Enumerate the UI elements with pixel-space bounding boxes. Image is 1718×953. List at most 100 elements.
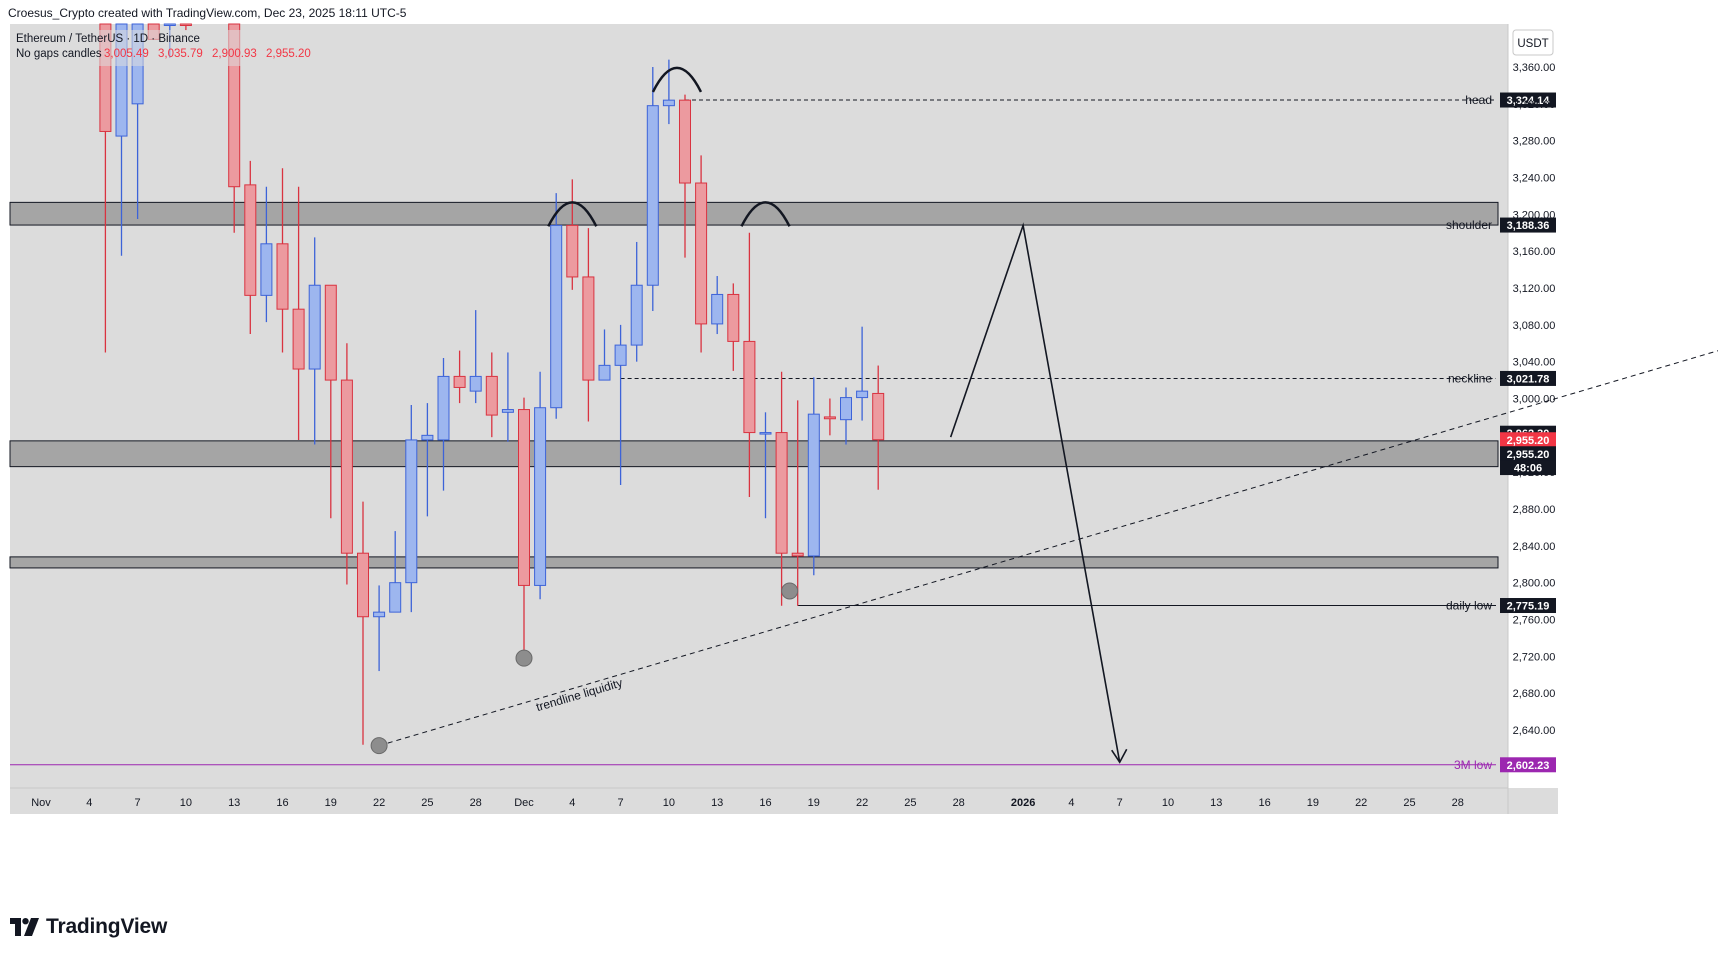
y-tick-label: 2,720.00 xyxy=(1513,651,1556,663)
y-tick-label: 3,320.00 xyxy=(1513,99,1556,111)
y-tick-label: 3,240.00 xyxy=(1513,173,1556,185)
pattern-arc xyxy=(740,201,791,227)
x-tick-label: 28 xyxy=(953,797,965,809)
tradingview-logo-text: TradingView xyxy=(46,915,168,938)
x-tick-label: 10 xyxy=(1162,797,1174,809)
liquidity-dot xyxy=(781,582,799,600)
plot-area[interactable] xyxy=(10,24,1508,788)
candle-body xyxy=(260,243,273,296)
candle-body xyxy=(99,23,112,132)
x-tick-label: 10 xyxy=(180,797,192,809)
x-tick-label: 22 xyxy=(856,797,868,809)
candle-body xyxy=(550,224,563,409)
x-tick-label: 19 xyxy=(1307,797,1319,809)
candle-body xyxy=(646,105,659,286)
x-tick-label: 22 xyxy=(373,797,385,809)
x-tick-label: Nov xyxy=(31,797,51,809)
candle-body xyxy=(598,364,611,381)
y-tick-label: 3,040.00 xyxy=(1513,357,1556,369)
candle-body xyxy=(679,99,691,184)
candle-body xyxy=(373,611,386,618)
candle-body xyxy=(453,375,466,388)
candle-body xyxy=(163,23,176,26)
candle-body xyxy=(791,552,804,557)
zone-rect xyxy=(9,556,1499,569)
x-tick-label: 4 xyxy=(1068,797,1074,809)
x-tick-label: 25 xyxy=(421,797,433,809)
candle-body xyxy=(582,276,595,381)
price-badge-text: 2,955.20 xyxy=(1507,449,1550,461)
candle-body xyxy=(405,439,418,584)
candle-body xyxy=(357,552,369,618)
liquidity-dot xyxy=(515,649,533,667)
price-badge xyxy=(1500,446,1556,462)
candle-body xyxy=(469,375,482,392)
x-tick-label: 16 xyxy=(276,797,288,809)
y-tick-label: 2,880.00 xyxy=(1513,504,1556,516)
x-tick-label: 7 xyxy=(1117,797,1123,809)
x-tick-label: 19 xyxy=(808,797,820,809)
x-tick-label: 10 xyxy=(663,797,675,809)
candle-body xyxy=(276,243,289,310)
candle-body xyxy=(115,23,128,137)
trendline xyxy=(378,350,1718,747)
candle-body xyxy=(389,582,402,613)
legend-symbol: Ethereum / TetherUS · 1D · Binance xyxy=(16,33,200,45)
candle-body xyxy=(501,409,514,413)
pattern-annotations xyxy=(370,66,1128,764)
level-price-badge xyxy=(1500,370,1556,386)
candle-body xyxy=(711,293,724,325)
level-label: shoulder xyxy=(1446,218,1492,232)
level-label: neckline xyxy=(1448,371,1492,385)
y-tick-label: 3,160.00 xyxy=(1513,246,1556,258)
currency-button[interactable] xyxy=(1512,29,1554,56)
x-tick-label: 2026 xyxy=(1011,797,1035,809)
legend-low: 2,900.93 xyxy=(212,48,257,60)
legend-close: 2,955.20 xyxy=(266,48,311,60)
currency-label: USDT xyxy=(1517,38,1548,50)
x-tick-label: 25 xyxy=(904,797,916,809)
y-tick-label: 2,840.00 xyxy=(1513,541,1556,553)
price-badge xyxy=(1500,432,1556,448)
x-tick-label: 7 xyxy=(135,797,141,809)
candles xyxy=(99,23,885,745)
liquidity-dot xyxy=(370,737,388,755)
y-axis-ticks: 3,360.00 3,320.00 3,280.00 3,240.00 3,200.00… xyxy=(1513,62,1556,737)
price-badge xyxy=(1500,460,1556,476)
x-tick-label: 4 xyxy=(569,797,575,809)
projection-path xyxy=(949,222,1121,763)
price-axis[interactable] xyxy=(1508,24,1558,788)
level-price-text: 2,775.19 xyxy=(1507,601,1550,613)
candle-body xyxy=(662,99,675,107)
legend-open: 3,005.49 xyxy=(104,48,149,60)
legend-mode: No gaps candles xyxy=(16,48,102,60)
zone-rect xyxy=(9,440,1499,468)
y-tick-label: 2,800.00 xyxy=(1513,578,1556,590)
candle-body xyxy=(485,375,498,416)
level-price-badge xyxy=(1500,757,1556,773)
y-tick-label: 2,680.00 xyxy=(1513,688,1556,700)
x-tick-label: 16 xyxy=(1258,797,1270,809)
candle-body xyxy=(872,392,885,441)
y-tick-label: 3,000.00 xyxy=(1513,394,1556,406)
x-tick-label: 22 xyxy=(1355,797,1367,809)
level-price-badge xyxy=(1500,217,1556,233)
candle-body xyxy=(534,407,547,586)
level-price-text: 3,324.14 xyxy=(1507,95,1551,107)
x-tick-label: 28 xyxy=(1452,797,1464,809)
time-axis[interactable] xyxy=(10,788,1558,814)
x-axis-ticks: Nov 4 7 10 13 16 19 22 25 28 Dec 4 7 10 13 16 19 22 25 28 20… xyxy=(31,797,1464,809)
y-tick-label: 2,640.00 xyxy=(1513,725,1556,737)
projection-arrowhead xyxy=(1111,748,1128,764)
tradingview-logo[interactable]: TradingView xyxy=(10,915,167,939)
level-price-text: 3,021.78 xyxy=(1507,373,1550,385)
candle-body xyxy=(775,432,788,554)
candle-body xyxy=(727,293,740,342)
level-price-text: 2,602.23 xyxy=(1507,760,1550,772)
candle-body xyxy=(807,413,820,557)
x-tick-label: 28 xyxy=(470,797,482,809)
candle-body xyxy=(324,284,337,381)
candle-body xyxy=(743,340,756,434)
